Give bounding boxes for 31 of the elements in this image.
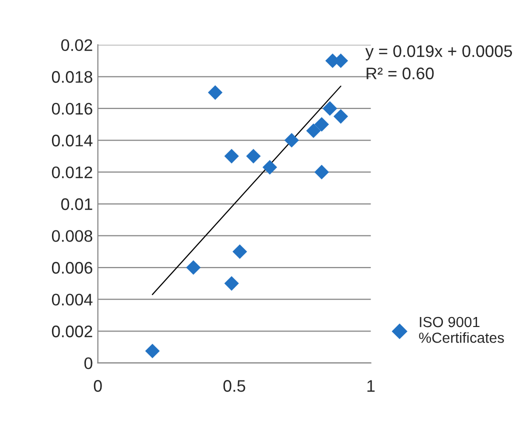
- annotation: y = 0.019x + 0.0005: [365, 45, 512, 60]
- y-tick-label: 0.004: [52, 294, 93, 306]
- point: [186, 260, 201, 275]
- point: [333, 109, 348, 124]
- y-tick-label: 0.014: [52, 134, 93, 146]
- point: [246, 148, 261, 164]
- x-tick-label: 1: [367, 380, 375, 392]
- legend-label: ISO 9001 %Certificates: [419, 316, 504, 343]
- y-tick-label: 0.006: [52, 262, 92, 274]
- y-tick-label: 0.018: [52, 71, 92, 83]
- point: [208, 85, 222, 100]
- x-tick-label: 0: [94, 380, 102, 392]
- y-tick-label: 0.008: [52, 230, 92, 242]
- point: [314, 117, 329, 132]
- point: [232, 244, 248, 259]
- point: [224, 148, 239, 164]
- y-tick-label: 0: [84, 357, 92, 370]
- point: [306, 123, 321, 138]
- point: [145, 344, 160, 358]
- y-tick-label: 0.016: [52, 102, 92, 115]
- point: [322, 101, 338, 116]
- y-tick-label: 0.01: [61, 198, 92, 210]
- point: [224, 276, 239, 291]
- y-tick-label: 0.012: [52, 166, 92, 178]
- x-tick-label: 0.5: [223, 380, 246, 392]
- point: [314, 164, 329, 180]
- y-tick-label: 0.002: [52, 326, 92, 338]
- point: [284, 132, 299, 148]
- point: [262, 160, 278, 175]
- annotation: R² = 0.60: [366, 68, 434, 80]
- y-tick-label: 0.02: [61, 39, 92, 52]
